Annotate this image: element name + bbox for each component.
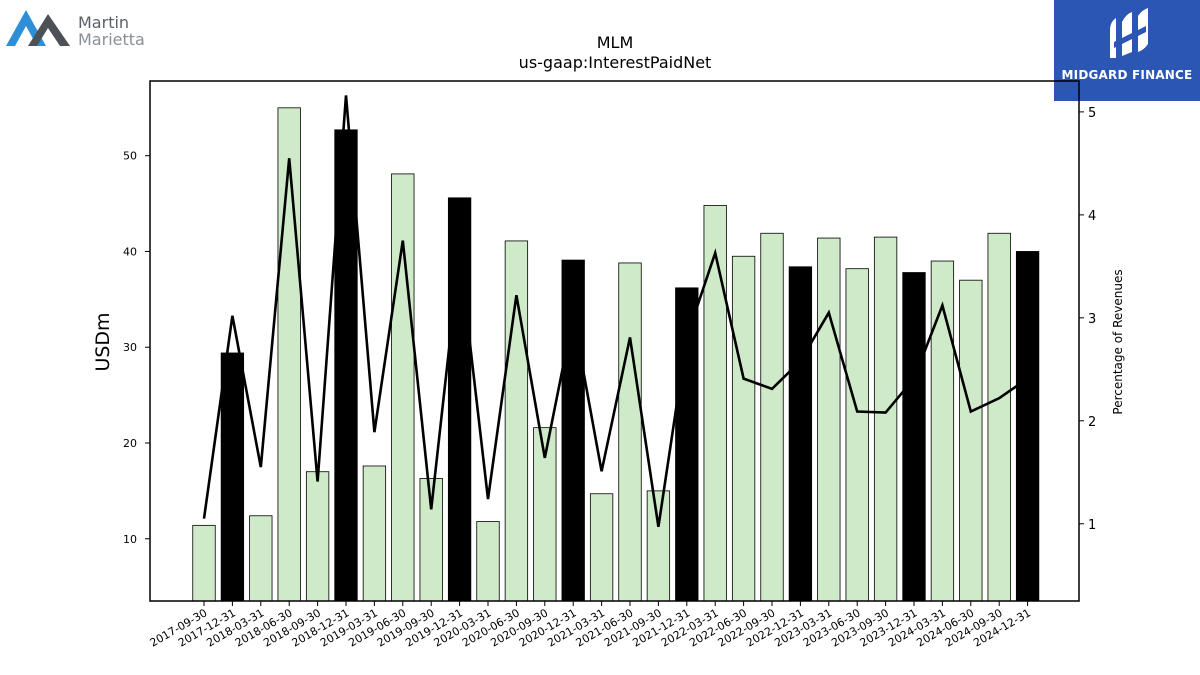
bar-2020-03-31 (476, 521, 500, 602)
bar-2023-09-30 (873, 236, 898, 602)
bar-2018-09-30 (305, 471, 330, 602)
bar-2021-09-30 (646, 490, 671, 602)
x-axis: 2017-09-302017-12-312018-03-312018-06-30… (148, 601, 1033, 650)
martin-marietta-mark-icon (6, 10, 70, 46)
martin-marietta-logo: Martin Marietta (4, 4, 164, 50)
y2-tick-label: 2 (1088, 415, 1096, 430)
bar-2017-09-30 (192, 524, 216, 602)
bar-series (192, 107, 1040, 602)
bar-2022-03-31 (703, 205, 727, 602)
bar-2019-03-31 (362, 465, 387, 602)
bar-2022-12-31 (788, 266, 813, 602)
plot-frame (149, 80, 1080, 602)
y-axis-left: 10 20 30 40 50 (123, 150, 150, 546)
bar-2024-09-30 (987, 232, 1011, 602)
y2-tick-label: 5 (1088, 106, 1096, 121)
y2-axis-label: Percentage of Revenues (1111, 269, 1125, 414)
bar-2021-03-31 (589, 493, 614, 602)
y-tick-label: 50 (123, 150, 137, 163)
bar-2024-12-31 (1015, 251, 1040, 602)
bar-2023-03-31 (817, 237, 841, 602)
bar-2024-06-30 (959, 279, 983, 602)
y2-tick-label: 1 (1088, 518, 1096, 533)
bar-2019-09-30 (419, 478, 443, 602)
midgard-finance-mark-icon (1110, 8, 1148, 58)
bar-2023-06-30 (845, 268, 869, 602)
y-tick-label: 20 (123, 437, 137, 450)
y2-tick-label: 4 (1088, 209, 1096, 224)
bar-2022-09-30 (760, 232, 784, 602)
bar-2020-06-30 (504, 240, 529, 602)
bar-2019-06-30 (391, 173, 415, 602)
bar-2017-12-31 (220, 352, 245, 602)
bar-2023-12-31 (902, 272, 926, 602)
y-axis-label: USDm (92, 312, 114, 371)
y2-tick-label: 3 (1088, 312, 1096, 327)
midgard-finance-wordmark: MIDGARD FINANCE (1061, 68, 1193, 82)
y-tick-label: 40 (123, 245, 137, 258)
bar-2018-06-30 (277, 107, 301, 602)
bar-2018-03-31 (249, 515, 273, 602)
y-tick-label: 30 (123, 341, 137, 354)
bar-2022-06-30 (731, 255, 756, 602)
y-tick-label: 10 (123, 533, 137, 546)
logo-word-marietta: Marietta (78, 30, 145, 49)
pct-line-series (202, 95, 1029, 528)
pct-of-revenues-line (202, 95, 1029, 528)
bar-2020-12-31 (561, 259, 585, 602)
chart-subtitle: us-gaap:InterestPaidNet (519, 53, 712, 72)
bar-2021-06-30 (618, 262, 642, 602)
bar-2024-03-31 (930, 260, 955, 602)
chart-title: MLM (597, 33, 634, 52)
y-axis-right: 1 2 3 4 5 (1079, 106, 1096, 533)
logo-word-martin: Martin (78, 13, 130, 32)
